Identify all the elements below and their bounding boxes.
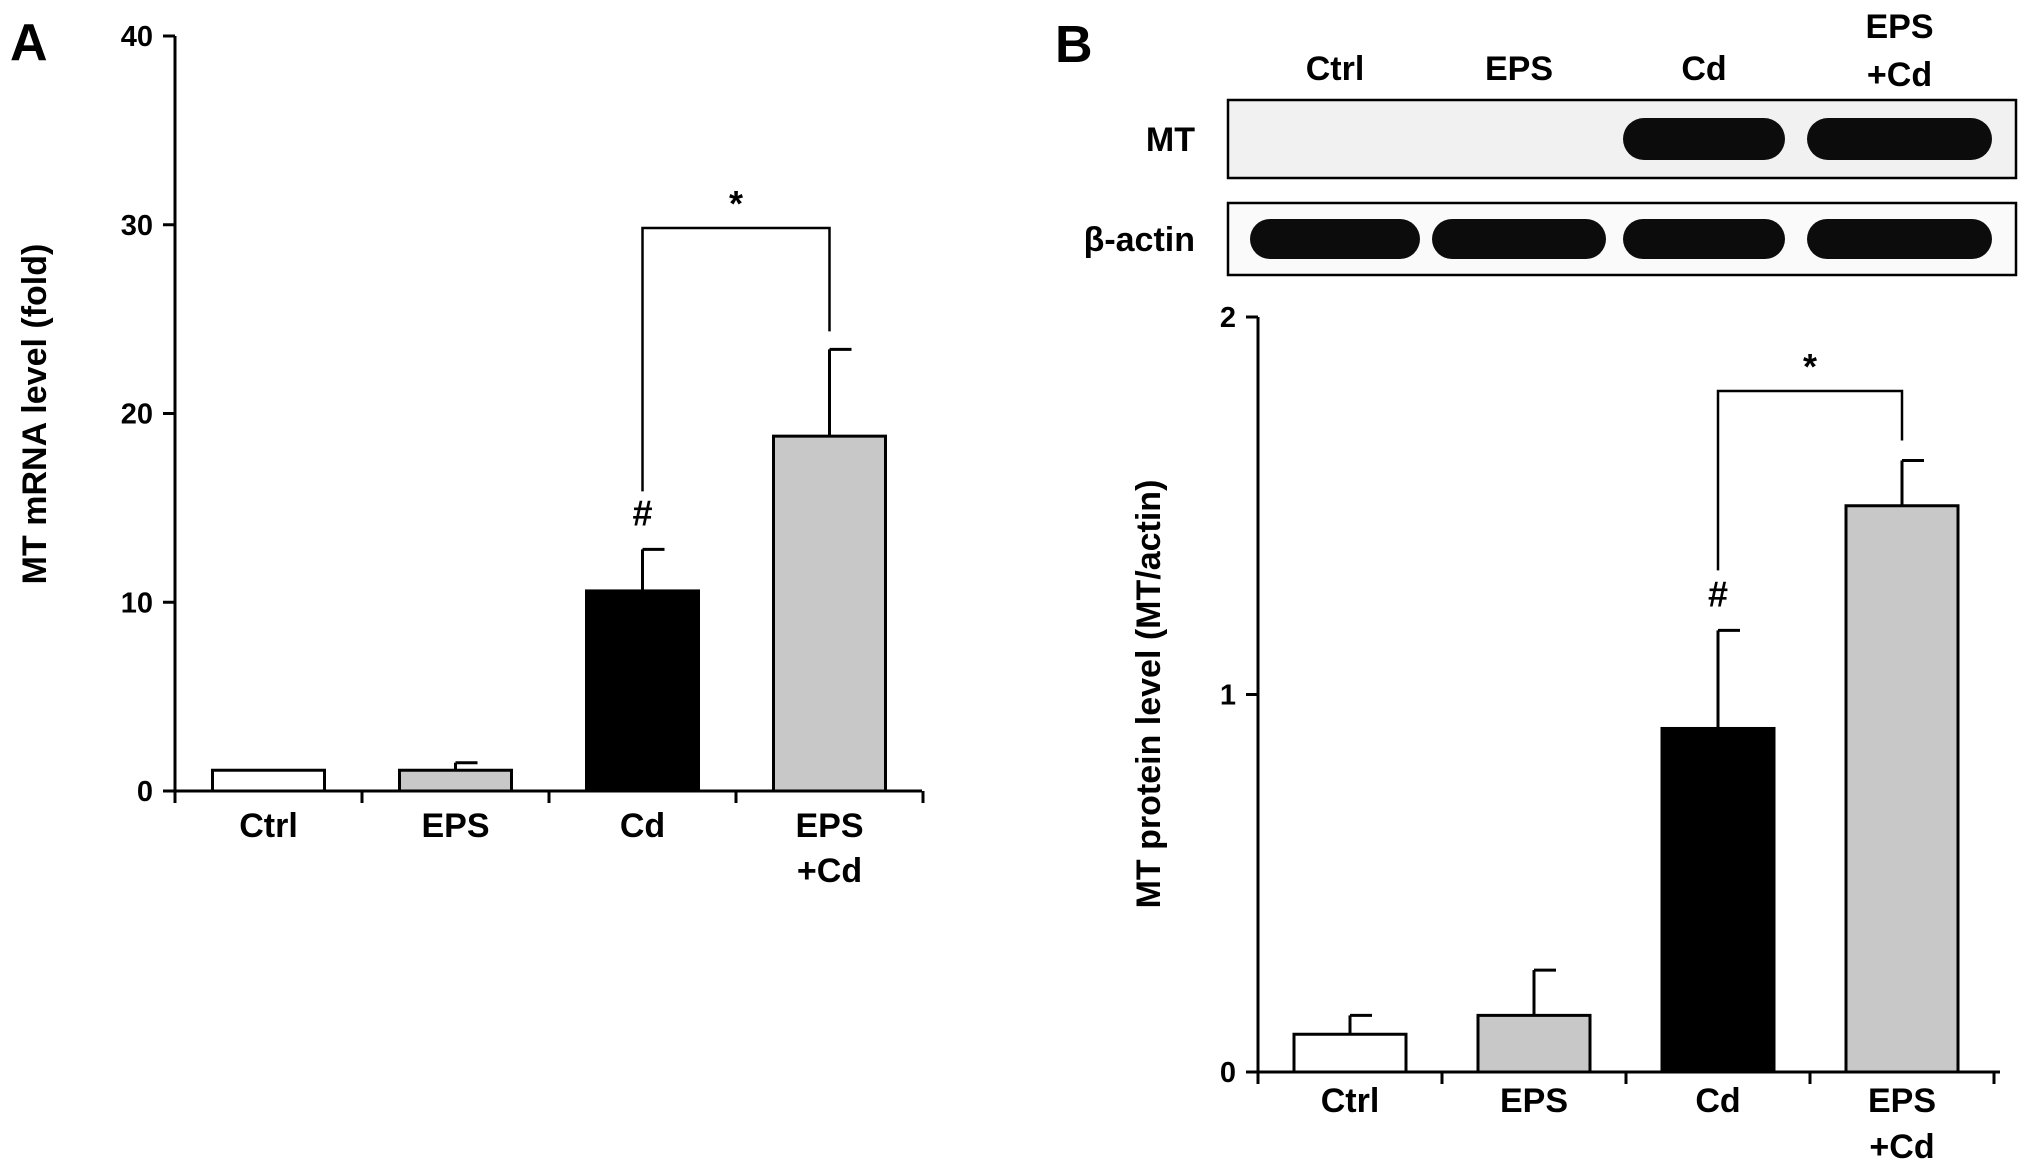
significance-bracket [641, 226, 831, 492]
blot-band [1623, 118, 1785, 160]
y-tick-label: 30 [121, 210, 153, 242]
blot-lane-label: EPS [1485, 50, 1553, 88]
x-category-label: +Cd [797, 852, 862, 890]
y-axis-label: MT protein level (MT/actin) [1130, 480, 1168, 909]
x-category-label: EPS [795, 807, 863, 845]
x-category-label: Ctrl [239, 807, 298, 845]
panel-letter: B [1055, 16, 1093, 74]
significance-hash: # [1708, 573, 1728, 614]
blot-band [1807, 118, 1992, 160]
bar-4 [1844, 504, 1960, 1074]
blot-row-label: β-actin [1084, 221, 1195, 259]
blot-band [1623, 219, 1785, 259]
bar-2 [398, 768, 513, 793]
blot-lane-label: Cd [1681, 50, 1726, 88]
x-category-label: EPS [1868, 1082, 1936, 1120]
significance-hash: # [632, 492, 652, 533]
y-tick-label: 40 [121, 21, 153, 53]
y-axis-label: MT mRNA level (fold) [16, 244, 54, 585]
blot-lane-label: Ctrl [1306, 50, 1365, 88]
x-category-label: EPS [1500, 1082, 1568, 1120]
panel-b: B 0 1 2 MT protein level (MT/actin) Ctrl EPS Cd… [1055, 8, 2018, 1166]
x-category-label: EPS [421, 807, 489, 845]
bar-2 [1476, 1013, 1592, 1074]
x-category-label: Cd [620, 807, 665, 845]
significance-star: * [729, 183, 743, 224]
x-category-label: Cd [1695, 1082, 1740, 1120]
y-tick-label: 1 [1220, 680, 1236, 712]
y-tick-label: 0 [137, 776, 153, 808]
panel-letter: A [10, 14, 48, 72]
significance-star: * [1803, 346, 1817, 387]
y-tick-label: 0 [1220, 1057, 1236, 1089]
y-tick-label: 2 [1220, 302, 1236, 334]
x-category-label: +Cd [1869, 1128, 1934, 1166]
bar-3 [585, 589, 700, 793]
bar-3 [1660, 726, 1776, 1074]
x-category-label: Ctrl [1321, 1082, 1380, 1120]
blot-band [1432, 219, 1606, 259]
y-tick-label: 10 [121, 587, 153, 619]
blot-band [1807, 219, 1992, 259]
bar-4 [772, 434, 887, 793]
panel-a: A 0 10 20 30 40 MT mRNA level (fold) Ctrl EPS Cd E… [10, 14, 925, 890]
blot-row-label: MT [1146, 121, 1195, 159]
y-tick-label: 20 [121, 399, 153, 431]
blot-band [1250, 219, 1420, 259]
blot-lane-label: EPS [1865, 8, 1933, 46]
bar-1 [211, 768, 326, 793]
bar-1 [1292, 1032, 1408, 1074]
blot-lane-label: +Cd [1867, 56, 1932, 94]
significance-bracket [1716, 389, 1904, 571]
